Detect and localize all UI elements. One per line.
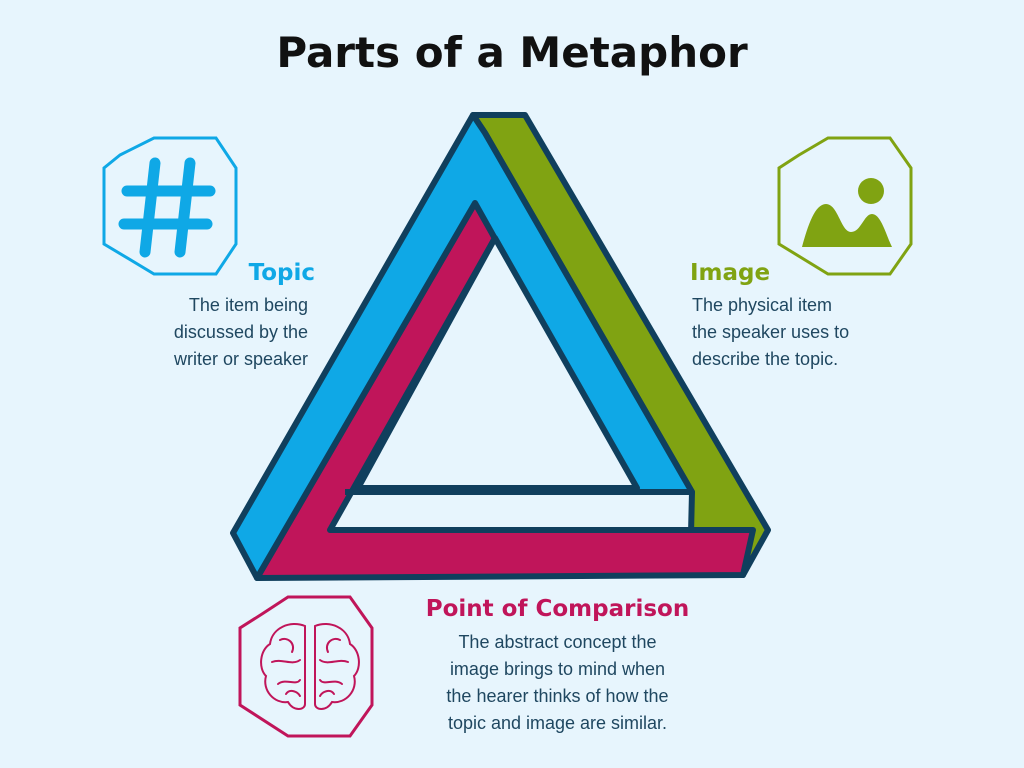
- topic-hexagon-icon: [102, 136, 238, 276]
- picture-icon: [802, 178, 892, 247]
- point-description-line: topic and image are similar.: [447, 713, 668, 733]
- point-description-line: the hearer thinks of how the: [446, 686, 669, 706]
- image-description-line: describe the topic.: [692, 349, 839, 369]
- point-description-line: image brings to mind when: [449, 659, 666, 679]
- page-title: Parts of a Metaphor: [276, 28, 748, 77]
- image-heading: Image: [690, 260, 771, 286]
- inner-triangle: [355, 235, 640, 491]
- topic-heading: Topic: [248, 260, 315, 286]
- penrose-triangle: [230, 112, 771, 581]
- image-hexagon-icon: [777, 136, 913, 276]
- topic-description: The item being discussed by the writer o…: [108, 292, 308, 373]
- brain-icon: [260, 623, 360, 710]
- point-of-comparison-heading: Point of Comparison: [425, 596, 690, 622]
- topic-description-line: The item being: [188, 295, 308, 315]
- image-description: The physical item the speaker uses to de…: [692, 292, 922, 373]
- point-description-line: The abstract concept the: [458, 632, 657, 652]
- point-hexagon-icon: [238, 595, 374, 738]
- topic-description-line: discussed by the: [173, 322, 308, 342]
- hashtag-icon: [118, 157, 216, 258]
- point-of-comparison-description: The abstract concept the image brings to…: [400, 629, 715, 737]
- image-description-line: The physical item: [692, 295, 833, 315]
- image-description-line: the speaker uses to: [692, 322, 850, 342]
- topic-description-line: writer or speaker: [173, 349, 308, 369]
